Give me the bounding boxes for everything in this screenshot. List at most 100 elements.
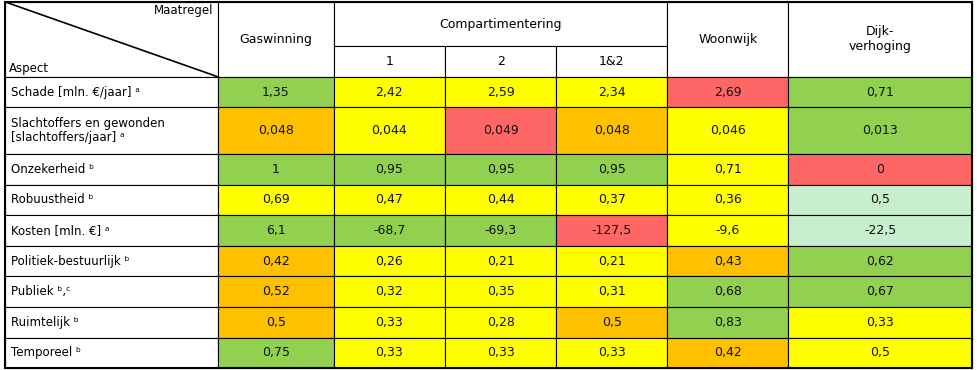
Text: 2,42: 2,42: [375, 85, 404, 98]
Bar: [218, 307, 334, 337]
Bar: [556, 46, 667, 77]
Bar: [667, 337, 788, 368]
Bar: [667, 276, 788, 307]
Bar: [218, 185, 334, 215]
Bar: [445, 154, 556, 185]
Text: 2,34: 2,34: [598, 85, 625, 98]
Bar: [445, 276, 556, 307]
Bar: [334, 276, 445, 307]
Text: 0,049: 0,049: [483, 124, 519, 137]
Text: 0: 0: [876, 163, 884, 176]
Text: Robuustheid ᵇ: Robuustheid ᵇ: [11, 194, 93, 206]
Text: 0,26: 0,26: [375, 255, 404, 268]
Text: 6,1: 6,1: [266, 224, 285, 237]
Text: 0,31: 0,31: [598, 285, 625, 298]
Text: Ruimtelijk ᵇ: Ruimtelijk ᵇ: [11, 316, 78, 329]
Text: 0,013: 0,013: [863, 124, 898, 137]
Bar: [556, 77, 667, 107]
Bar: [788, 77, 972, 107]
Text: 0,95: 0,95: [375, 163, 404, 176]
Bar: [334, 215, 445, 246]
Bar: [667, 107, 788, 154]
Bar: [445, 107, 556, 154]
Bar: [556, 307, 667, 337]
Bar: [445, 77, 556, 107]
Bar: [445, 185, 556, 215]
Text: 0,33: 0,33: [867, 316, 894, 329]
Text: 0,62: 0,62: [867, 255, 894, 268]
Text: 0,33: 0,33: [487, 346, 515, 359]
Bar: [667, 215, 788, 246]
Text: 0,21: 0,21: [598, 255, 625, 268]
Bar: [218, 337, 334, 368]
Bar: [788, 307, 972, 337]
Bar: [556, 107, 667, 154]
Text: 0,95: 0,95: [487, 163, 515, 176]
Bar: [334, 107, 445, 154]
Bar: [556, 337, 667, 368]
Text: 0,95: 0,95: [598, 163, 625, 176]
Text: 2,69: 2,69: [714, 85, 742, 98]
Text: Publiek ᵇ,ᶜ: Publiek ᵇ,ᶜ: [11, 285, 70, 298]
Text: 0,43: 0,43: [714, 255, 742, 268]
Text: 2: 2: [496, 55, 504, 68]
Bar: [445, 307, 556, 337]
Bar: [667, 154, 788, 185]
Bar: [788, 215, 972, 246]
Bar: [788, 154, 972, 185]
Text: 1: 1: [385, 55, 394, 68]
Text: 0,75: 0,75: [262, 346, 290, 359]
Text: 1,35: 1,35: [262, 85, 289, 98]
Text: 0,83: 0,83: [714, 316, 742, 329]
Text: 0,68: 0,68: [714, 285, 742, 298]
Bar: [667, 2, 788, 77]
Text: -22,5: -22,5: [864, 224, 896, 237]
Bar: [334, 77, 445, 107]
Bar: [445, 246, 556, 276]
Text: Onzekerheid ᵇ: Onzekerheid ᵇ: [11, 163, 94, 176]
Bar: [667, 246, 788, 276]
Bar: [556, 276, 667, 307]
Bar: [334, 46, 445, 77]
Text: -127,5: -127,5: [592, 224, 632, 237]
Bar: [5, 107, 218, 154]
Bar: [218, 2, 334, 77]
Text: 0,71: 0,71: [867, 85, 894, 98]
Text: 0,32: 0,32: [375, 285, 404, 298]
Text: 0,5: 0,5: [871, 346, 890, 359]
Text: 0,52: 0,52: [262, 285, 289, 298]
Text: 0,5: 0,5: [871, 194, 890, 206]
Bar: [445, 215, 556, 246]
Text: Temporeel ᵇ: Temporeel ᵇ: [11, 346, 81, 359]
Text: 2,59: 2,59: [487, 85, 515, 98]
Bar: [5, 2, 218, 77]
Bar: [5, 77, 218, 107]
Text: 0,048: 0,048: [258, 124, 294, 137]
Bar: [334, 185, 445, 215]
Bar: [334, 307, 445, 337]
Text: 0,5: 0,5: [266, 316, 285, 329]
Bar: [445, 46, 556, 77]
Bar: [334, 2, 667, 46]
Text: 0,71: 0,71: [714, 163, 742, 176]
Text: 0,42: 0,42: [714, 346, 742, 359]
Text: Kosten [mln. €] ᵃ: Kosten [mln. €] ᵃ: [11, 224, 109, 237]
Text: 0,046: 0,046: [710, 124, 745, 137]
Bar: [667, 307, 788, 337]
Text: 0,5: 0,5: [602, 316, 621, 329]
Text: Aspect: Aspect: [9, 62, 49, 75]
Bar: [5, 276, 218, 307]
Bar: [218, 215, 334, 246]
Bar: [556, 246, 667, 276]
Text: 0,33: 0,33: [375, 316, 404, 329]
Bar: [334, 246, 445, 276]
Bar: [788, 276, 972, 307]
Bar: [788, 2, 972, 77]
Text: 0,044: 0,044: [371, 124, 407, 137]
Text: Woonwijk: Woonwijk: [699, 33, 757, 46]
Text: Dijk-
verhoging: Dijk- verhoging: [849, 25, 912, 53]
Text: Gaswinning: Gaswinning: [239, 33, 312, 46]
Text: -69,3: -69,3: [485, 224, 517, 237]
Bar: [5, 185, 218, 215]
Text: 0,36: 0,36: [714, 194, 742, 206]
